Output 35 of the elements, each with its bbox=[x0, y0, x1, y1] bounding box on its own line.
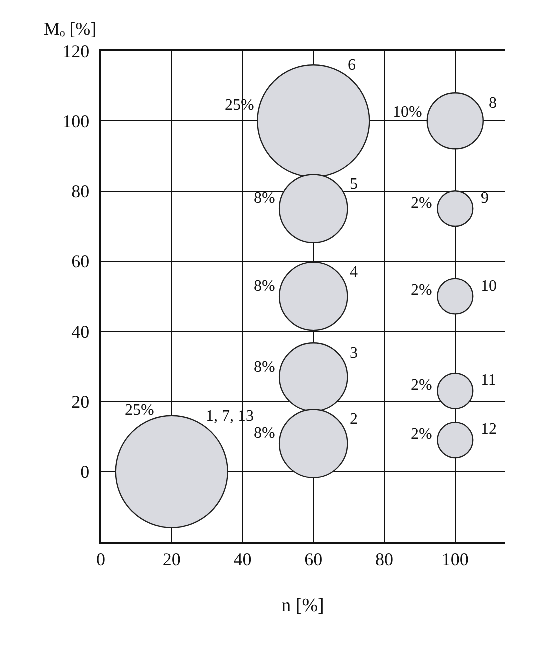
x-tick-label: 80 bbox=[376, 549, 394, 570]
x-tick-label: 100 bbox=[442, 549, 469, 570]
annotation: 8% bbox=[254, 278, 276, 295]
x-tick-label: 0 bbox=[96, 549, 106, 570]
y-tick-label: 20 bbox=[72, 392, 90, 412]
annotation: 2% bbox=[411, 282, 432, 299]
annotation: 8% bbox=[254, 425, 276, 442]
annotation: 12 bbox=[481, 421, 497, 438]
annotation: 11 bbox=[481, 372, 496, 389]
y-tick-label: 40 bbox=[72, 322, 90, 342]
y-tick-label: 80 bbox=[72, 182, 90, 202]
annotation: 2% bbox=[411, 195, 432, 212]
y-tick-label: 100 bbox=[62, 111, 90, 132]
x-axis-title: n [%] bbox=[282, 596, 324, 617]
y-tick-label: 0 bbox=[80, 462, 90, 482]
annotation: 9 bbox=[481, 190, 489, 207]
x-tick-label: 20 bbox=[162, 549, 181, 570]
annotation: 25% bbox=[125, 402, 154, 419]
x-tick-label: 60 bbox=[304, 549, 323, 570]
annotation: 2% bbox=[411, 426, 432, 443]
annotation: 4 bbox=[350, 264, 358, 281]
annotation: 8% bbox=[254, 359, 276, 376]
annotation: 10% bbox=[393, 104, 422, 121]
annotation: 5 bbox=[350, 176, 358, 193]
y-tick-label: 60 bbox=[72, 252, 90, 272]
annotation: 6 bbox=[348, 57, 356, 74]
y-tick-label: 120 bbox=[62, 41, 90, 62]
annotation: 10 bbox=[481, 278, 497, 295]
annotation: 2 bbox=[350, 411, 358, 428]
annotation: 3 bbox=[350, 345, 358, 362]
annotation: 8 bbox=[489, 95, 497, 112]
x-tick-label: 40 bbox=[234, 549, 252, 570]
annotation: 2% bbox=[411, 377, 432, 394]
y-axis-title: Mₒ [%] bbox=[44, 19, 97, 39]
annotation: 8% bbox=[254, 190, 276, 207]
